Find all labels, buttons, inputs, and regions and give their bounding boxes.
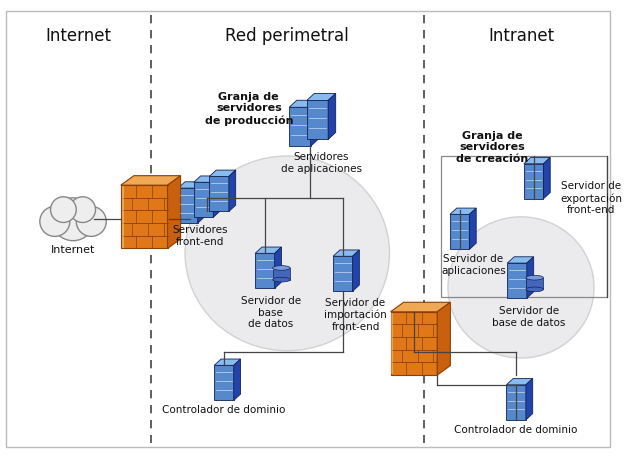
Text: Internet: Internet bbox=[45, 28, 111, 45]
Polygon shape bbox=[178, 189, 198, 224]
Text: Servidor de
importación
front-end: Servidor de importación front-end bbox=[324, 297, 387, 331]
Polygon shape bbox=[234, 359, 241, 401]
Polygon shape bbox=[527, 257, 533, 298]
Polygon shape bbox=[333, 257, 353, 291]
Polygon shape bbox=[209, 171, 236, 177]
Polygon shape bbox=[275, 247, 281, 289]
Text: Controlador de dominio: Controlador de dominio bbox=[454, 424, 578, 434]
Polygon shape bbox=[450, 209, 476, 215]
Ellipse shape bbox=[272, 278, 290, 282]
Ellipse shape bbox=[185, 157, 389, 351]
Polygon shape bbox=[544, 158, 550, 199]
Ellipse shape bbox=[526, 287, 544, 292]
Polygon shape bbox=[328, 94, 336, 140]
Circle shape bbox=[51, 197, 76, 223]
Circle shape bbox=[40, 207, 70, 237]
Polygon shape bbox=[121, 186, 167, 249]
Text: Internet: Internet bbox=[51, 244, 95, 254]
Polygon shape bbox=[255, 247, 281, 254]
Text: Red perimetral: Red perimetral bbox=[226, 28, 349, 45]
Polygon shape bbox=[450, 215, 470, 250]
Ellipse shape bbox=[272, 266, 290, 271]
Polygon shape bbox=[526, 278, 544, 290]
Polygon shape bbox=[506, 379, 533, 385]
Text: Servidor de
base
de datos: Servidor de base de datos bbox=[241, 296, 301, 329]
Polygon shape bbox=[437, 302, 451, 375]
Polygon shape bbox=[311, 101, 318, 147]
FancyBboxPatch shape bbox=[6, 12, 610, 447]
Circle shape bbox=[76, 207, 106, 237]
Polygon shape bbox=[289, 108, 311, 147]
Text: Granja de
servidores
de producción: Granja de servidores de producción bbox=[205, 91, 293, 125]
Polygon shape bbox=[213, 177, 220, 218]
Circle shape bbox=[70, 197, 95, 223]
Polygon shape bbox=[391, 302, 451, 312]
Polygon shape bbox=[353, 251, 360, 291]
Polygon shape bbox=[507, 263, 527, 298]
Polygon shape bbox=[526, 379, 533, 420]
Text: Servidor de
base de datos: Servidor de base de datos bbox=[492, 305, 566, 327]
Ellipse shape bbox=[448, 218, 594, 358]
Text: Controlador de dominio: Controlador de dominio bbox=[162, 404, 286, 414]
Ellipse shape bbox=[526, 276, 544, 280]
Text: Servidores
front-end: Servidores front-end bbox=[172, 224, 228, 246]
Polygon shape bbox=[255, 254, 275, 289]
Polygon shape bbox=[167, 176, 181, 249]
Polygon shape bbox=[507, 257, 533, 263]
Text: Servidores
de aplicaciones: Servidores de aplicaciones bbox=[281, 152, 362, 174]
Polygon shape bbox=[391, 312, 437, 375]
Polygon shape bbox=[506, 385, 526, 420]
Polygon shape bbox=[209, 177, 229, 212]
Polygon shape bbox=[272, 269, 290, 280]
Polygon shape bbox=[470, 209, 476, 250]
Text: Servidor de
aplicaciones: Servidor de aplicaciones bbox=[441, 254, 506, 275]
Polygon shape bbox=[214, 359, 241, 365]
Circle shape bbox=[52, 198, 94, 241]
Polygon shape bbox=[198, 182, 205, 224]
Polygon shape bbox=[524, 158, 550, 164]
Polygon shape bbox=[307, 101, 328, 140]
Text: Servidor de
exportación
front-end: Servidor de exportación front-end bbox=[560, 181, 622, 215]
Text: Intranet: Intranet bbox=[488, 28, 554, 45]
Polygon shape bbox=[229, 171, 236, 212]
Polygon shape bbox=[524, 164, 544, 199]
Text: Granja de
servidores
de creación: Granja de servidores de creación bbox=[456, 130, 528, 163]
Polygon shape bbox=[178, 182, 205, 189]
Polygon shape bbox=[333, 251, 360, 257]
Polygon shape bbox=[194, 177, 220, 183]
Polygon shape bbox=[307, 94, 336, 101]
Polygon shape bbox=[194, 183, 213, 218]
Polygon shape bbox=[289, 101, 318, 108]
Polygon shape bbox=[214, 365, 234, 401]
Polygon shape bbox=[121, 176, 181, 186]
